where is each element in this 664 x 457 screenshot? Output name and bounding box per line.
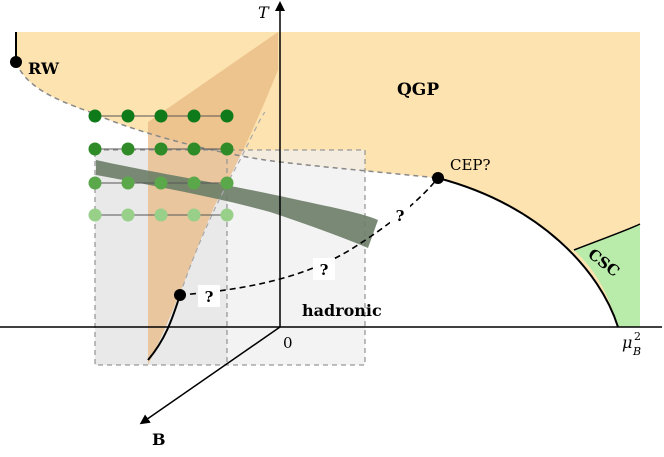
qgp-label: QGP: [397, 80, 439, 100]
unknown-label-2: ?: [320, 261, 329, 279]
svg-text:B: B: [632, 345, 641, 358]
lattice-point: [121, 208, 135, 222]
rw-label: RW: [28, 59, 60, 78]
lattice-point: [88, 208, 102, 222]
lattice-point: [121, 176, 135, 190]
unknown-label-1: ?: [205, 288, 214, 306]
b-axis: [139, 326, 281, 425]
lattice-point: [88, 176, 102, 190]
first-order-line: [437, 177, 619, 328]
lattice-point: [220, 142, 234, 156]
lattice-point: [220, 176, 234, 190]
lattice-point: [154, 142, 168, 156]
cep-point: [432, 172, 444, 184]
lattice-point: [187, 208, 201, 222]
svg-text:μ: μ: [622, 333, 632, 352]
cep-label: CEP?: [450, 156, 491, 174]
unknown-box-3: [390, 205, 410, 225]
unknown-transition-line: [179, 177, 439, 296]
hadronic-label: hadronic: [302, 301, 382, 320]
lattice-points: [88, 109, 234, 222]
lattice-point: [88, 109, 102, 123]
y-axis-label: T: [258, 3, 270, 22]
lattice-point: [154, 208, 168, 222]
wedge-boundary: [179, 111, 266, 296]
rw-point: [10, 56, 22, 68]
svg-text:2: 2: [634, 330, 641, 343]
lattice-point: [121, 142, 135, 156]
lattice-point: [121, 109, 135, 123]
csc-boundary: [573, 223, 641, 251]
lattice-point: [154, 176, 168, 190]
depth-axis-label: B: [152, 430, 166, 449]
lattice-point: [88, 142, 102, 156]
lattice-point: [187, 176, 201, 190]
endpoint-low: [174, 289, 186, 301]
lattice-point: [187, 142, 201, 156]
csc-region: [574, 224, 640, 327]
unknown-box-2: [313, 258, 335, 280]
lattice-point: [187, 109, 201, 123]
lattice-point: [220, 208, 234, 222]
origin-label: 0: [283, 334, 293, 352]
lattice-point: [154, 109, 168, 123]
rw-lower-line: [147, 294, 181, 361]
unknown-box-1: [198, 285, 220, 307]
unknown-label-3: ?: [396, 207, 405, 225]
x-axis-label: μ 2 B: [622, 330, 641, 358]
lattice-point: [220, 109, 234, 123]
imaginary-mu-wedge: [148, 32, 278, 365]
